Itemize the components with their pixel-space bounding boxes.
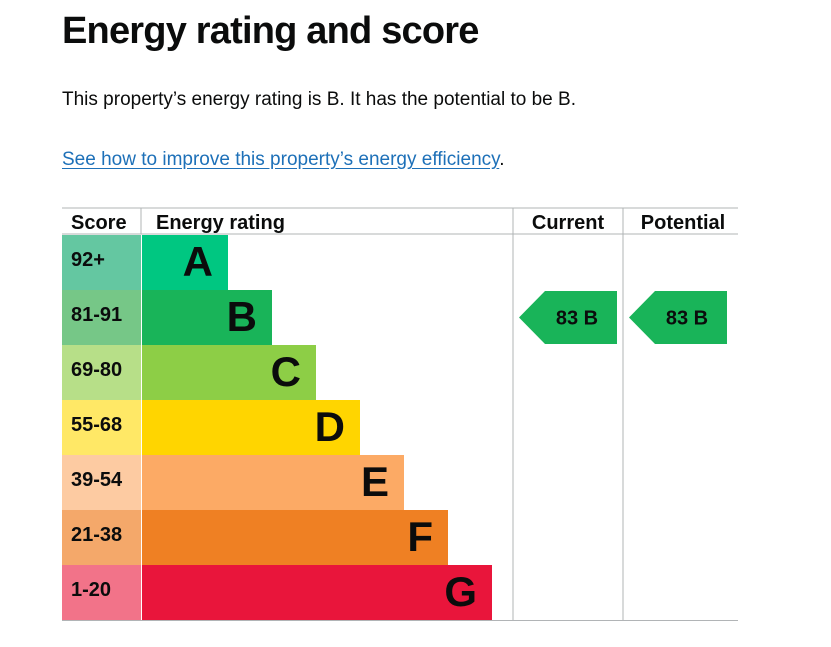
score-cell <box>62 290 141 345</box>
score-label: 92+ <box>71 249 105 271</box>
improve-efficiency-link[interactable]: See how to improve this property’s energ… <box>62 149 500 170</box>
rating-bar <box>142 565 492 620</box>
rating-bar <box>142 290 272 345</box>
current-rating-label: 83 B <box>556 308 598 330</box>
score-cell <box>62 455 141 510</box>
potential-rating-label: 83 B <box>666 308 708 330</box>
rating-bar <box>142 345 316 400</box>
score-label: 21-38 <box>71 524 122 546</box>
rating-letter: G <box>444 568 477 615</box>
header-score: Score <box>71 212 127 234</box>
current-arrow <box>519 291 617 344</box>
header-energy-rating: Energy rating <box>156 212 285 234</box>
score-label: 69-80 <box>71 359 122 381</box>
rating-bar <box>142 400 360 455</box>
score-cell <box>62 510 141 565</box>
rating-summary: This property’s energy rating is B. It h… <box>62 89 576 110</box>
score-cell <box>62 235 141 290</box>
score-cell <box>62 565 141 620</box>
score-label: 81-91 <box>71 304 122 326</box>
improve-link-line: See how to improve this property’s energ… <box>62 147 505 173</box>
score-label: 1-20 <box>71 579 111 601</box>
score-label: 39-54 <box>71 469 123 491</box>
score-cell <box>62 400 141 455</box>
header-potential: Potential <box>641 212 725 234</box>
rating-letter: F <box>407 513 433 560</box>
rating-letter: D <box>315 403 345 450</box>
link-suffix: . <box>499 149 505 170</box>
page-title: Energy rating and score <box>62 10 479 52</box>
rating-letter: C <box>271 348 301 395</box>
rating-bar <box>142 510 448 565</box>
score-label: 55-68 <box>71 414 122 436</box>
header-current: Current <box>532 212 605 234</box>
potential-arrow <box>629 291 727 344</box>
rating-bar <box>142 455 404 510</box>
score-cell <box>62 345 141 400</box>
rating-letter: B <box>227 293 257 340</box>
rating-letter: E <box>361 458 389 505</box>
rating-bar <box>142 235 228 290</box>
rating-letter: A <box>183 238 213 285</box>
